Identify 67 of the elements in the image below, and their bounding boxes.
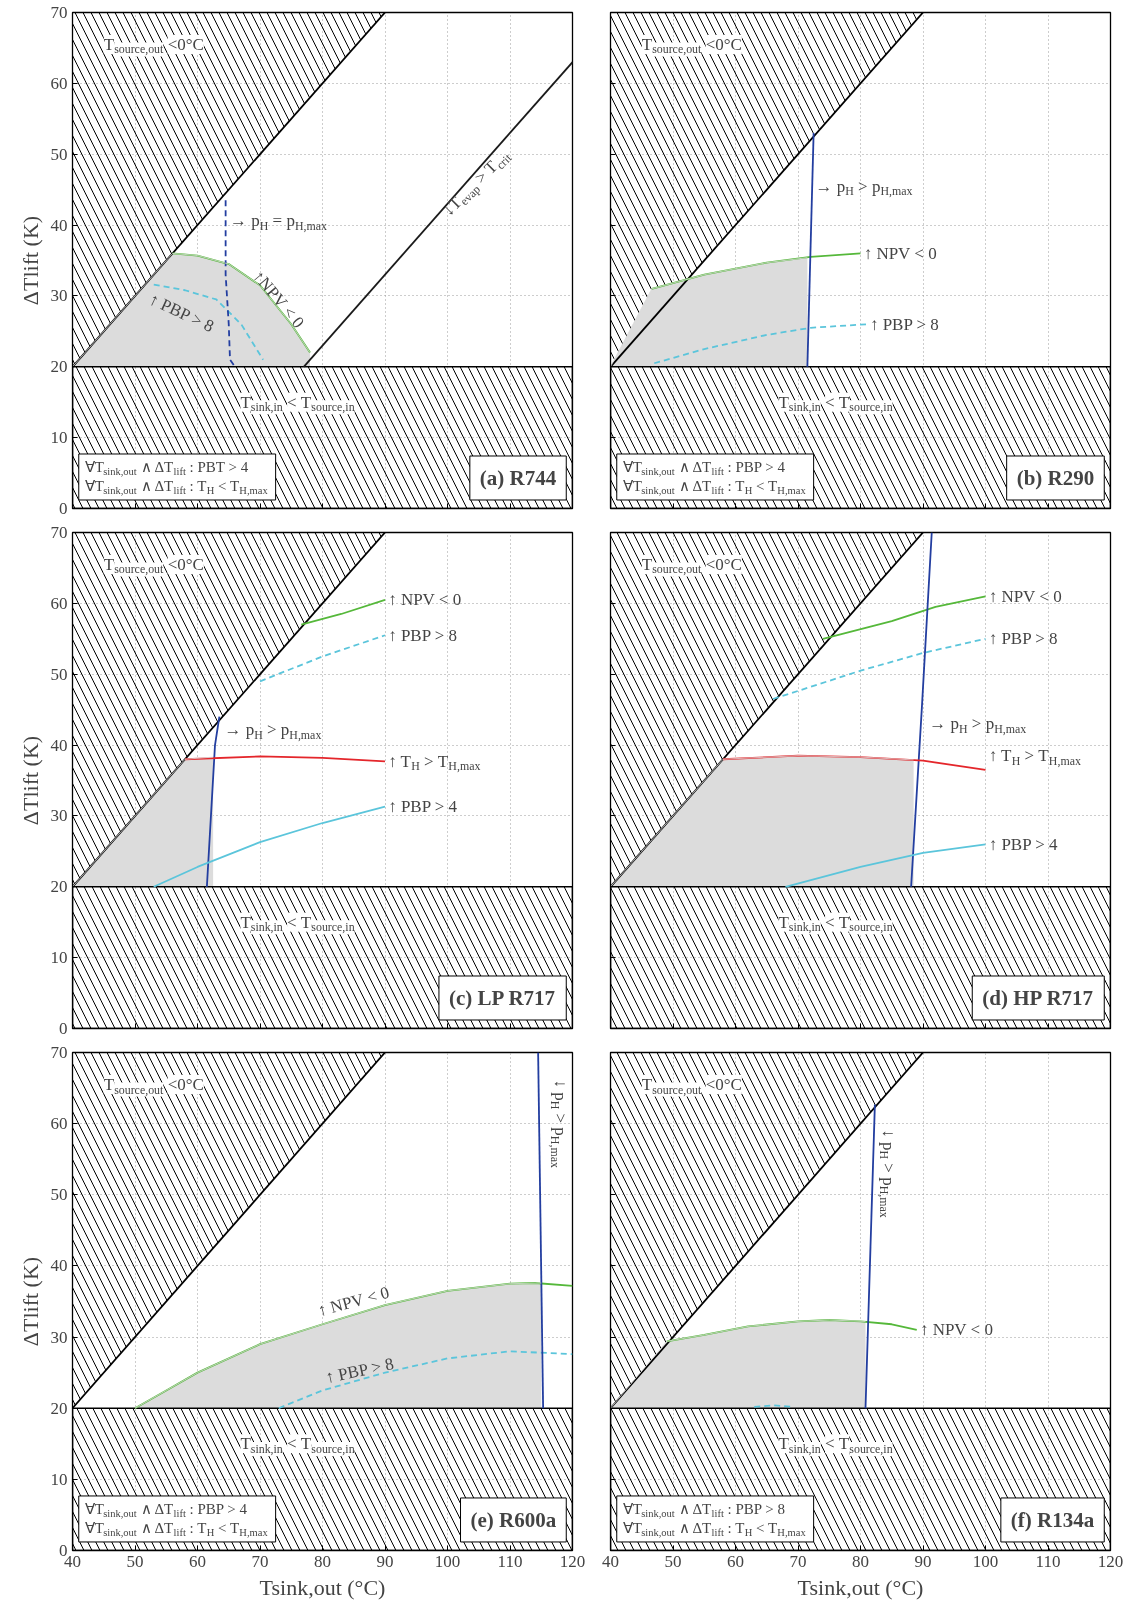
- x-tick-label: 50: [664, 1551, 682, 1571]
- text: (b) R290: [1016, 466, 1095, 490]
- x-tick-label: 120: [1097, 1551, 1124, 1571]
- annotation: ↓ pH > pH,max: [876, 1129, 899, 1218]
- y-tick-label: 30: [50, 806, 68, 826]
- y-tick-label: 30: [50, 286, 68, 306]
- y-axis-title: ΔTlift (K): [17, 215, 43, 306]
- x-tick-label: 70: [789, 1551, 807, 1571]
- annotation: ↑ PBP > 4: [388, 797, 458, 817]
- y-tick-label: 50: [50, 1185, 68, 1205]
- annotation: ↓Tevap > Tcrit: [438, 150, 515, 220]
- y-tick-label: 20: [50, 1398, 68, 1418]
- annotation: ↑ NPV < 0: [919, 1320, 993, 1340]
- y-tick-label: 0: [59, 499, 68, 518]
- text: (e) R600a: [470, 1507, 557, 1532]
- x-tick-label: 40: [602, 1551, 619, 1571]
- x-tick-label: 70: [251, 1551, 269, 1571]
- x-tick-label: 110: [497, 1551, 523, 1571]
- x-tick-label: 50: [126, 1551, 144, 1571]
- x-tick-label: 60: [727, 1551, 744, 1571]
- annotation: ↑ NPV < 0: [315, 1282, 392, 1321]
- x-axis-title: Tsink,out (°C): [797, 1574, 924, 1600]
- text: (f) R134a: [1010, 1507, 1095, 1532]
- annotation: ↑ NPV < 0: [388, 590, 462, 610]
- x-tick-label: 100: [972, 1551, 999, 1571]
- annotation: ↑ PBP > 8: [988, 629, 1058, 649]
- y-tick-label: 30: [50, 1327, 68, 1347]
- y-tick-label: 70: [50, 523, 68, 542]
- annotation: ↑ PBP > 8: [323, 1354, 396, 1388]
- y-tick-label: 20: [50, 877, 68, 897]
- y-tick-label: 0: [59, 1541, 68, 1560]
- x-tick-label: 100: [434, 1551, 461, 1571]
- y-tick-label: 40: [50, 215, 68, 235]
- annotation: ↓ pH > pH,max: [547, 1079, 570, 1168]
- y-tick-label: 40: [50, 1256, 68, 1276]
- x-tick-label: 90: [376, 1551, 394, 1571]
- y-tick-label: 60: [50, 73, 68, 93]
- annotation: ↑ NPV < 0: [988, 586, 1062, 606]
- x-tick-label: 80: [314, 1551, 331, 1571]
- annotation: ↑ PBP > 4: [988, 834, 1059, 854]
- y-tick-label: 40: [50, 735, 68, 755]
- y-tick-label: 10: [50, 948, 68, 968]
- y-axis-title: ΔTlift (K): [17, 735, 43, 826]
- x-tick-label: 80: [852, 1551, 869, 1571]
- text: (a) R744: [479, 466, 557, 490]
- y-tick-label: 10: [50, 1469, 68, 1489]
- y-tick-label: 50: [50, 664, 68, 684]
- y-tick-label: 60: [50, 593, 68, 613]
- text: (d) HP R717: [982, 986, 1094, 1010]
- y-tick-label: 70: [50, 1043, 68, 1062]
- y-tick-label: 60: [50, 1114, 68, 1134]
- x-tick-label: 60: [189, 1551, 206, 1571]
- x-tick-label: 120: [559, 1551, 586, 1571]
- text: (c) LP R717: [448, 986, 556, 1010]
- y-tick-label: 10: [50, 428, 68, 448]
- annotation: ↑ PBP > 8: [869, 314, 939, 334]
- annotation: ↑ PBP > 8: [146, 289, 217, 336]
- x-tick-label: 90: [914, 1551, 932, 1571]
- y-tick-label: 50: [50, 144, 68, 164]
- annotation: ↑ NPV < 0: [863, 243, 937, 263]
- x-tick-label: 110: [1035, 1551, 1061, 1571]
- x-axis-title: Tsink,out (°C): [259, 1574, 386, 1600]
- annotation: ↑ PBP > 8: [388, 625, 458, 645]
- y-tick-label: 0: [59, 1019, 68, 1038]
- y-axis-title: ΔTlift (K): [17, 1256, 43, 1347]
- y-tick-label: 20: [50, 357, 68, 377]
- y-tick-label: 70: [50, 3, 68, 22]
